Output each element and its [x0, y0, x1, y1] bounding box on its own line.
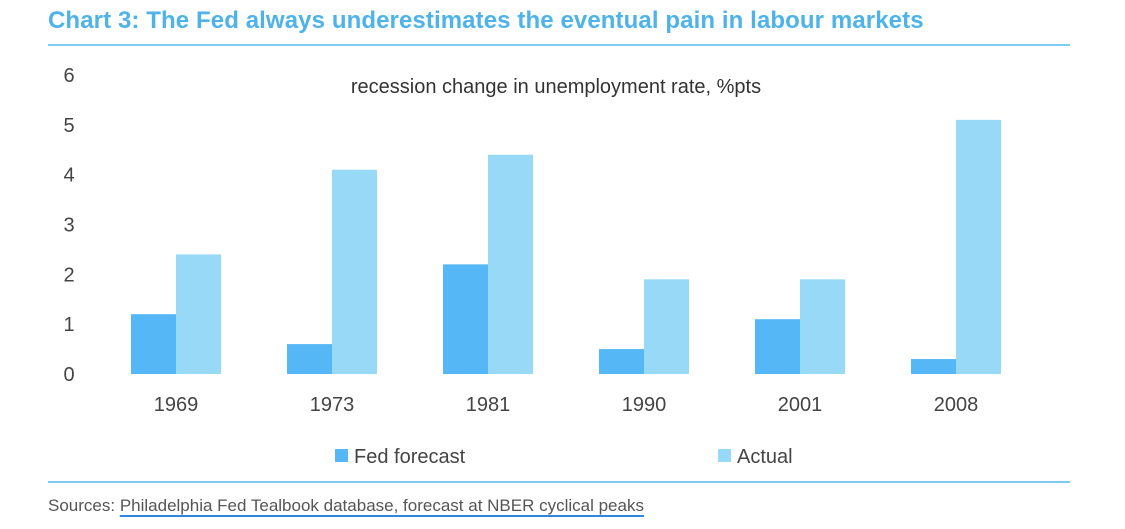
legend-label: Fed forecast [354, 446, 466, 468]
x-tick-label: 1990 [622, 394, 667, 416]
y-tick-label: 3 [63, 215, 74, 237]
y-tick-label: 2 [63, 264, 74, 286]
y-axis-tick-labels: 0 1 2 3 4 5 6 [63, 65, 74, 386]
bar-fed-forecast-1990 [599, 349, 644, 374]
bar-fed-forecast-2008 [911, 359, 956, 374]
bar-chart: recession change in unemployment rate, %… [63, 65, 1001, 468]
x-tick-label: 2001 [778, 394, 823, 416]
y-tick-label: 5 [63, 115, 74, 137]
legend-label: Actual [737, 446, 793, 468]
bar-actual-1969 [176, 254, 221, 374]
bars [131, 119, 1001, 374]
x-axis-tick-labels: 1969 1973 1981 1990 2001 2008 [154, 394, 979, 416]
chart-heading: Chart 3: The Fed always underestimates t… [48, 7, 924, 34]
bar-actual-2008 [956, 119, 1001, 374]
source-prefix: Sources: [48, 496, 120, 515]
legend-swatch-actual [718, 449, 731, 462]
legend-swatch-fed-forecast [335, 449, 348, 462]
legend: Fed forecast Actual [335, 446, 793, 468]
bar-fed-forecast-1981 [443, 264, 488, 374]
x-tick-label: 2008 [934, 394, 979, 416]
bar-actual-1973 [332, 169, 377, 374]
bar-fed-forecast-1969 [131, 314, 176, 374]
top-rule [48, 44, 1070, 46]
source-link[interactable]: Philadelphia Fed Tealbook database, fore… [119, 496, 644, 515]
y-tick-label: 6 [63, 65, 74, 87]
x-tick-label: 1981 [466, 394, 511, 416]
source-note: Sources: Philadelphia Fed Tealbook datab… [48, 496, 644, 516]
bottom-rule [48, 481, 1070, 483]
bar-fed-forecast-1973 [287, 344, 332, 374]
bar-fed-forecast-2001 [755, 319, 800, 374]
bar-actual-1981 [488, 154, 533, 374]
y-tick-label: 4 [63, 165, 74, 187]
bar-actual-2001 [800, 279, 845, 374]
x-tick-label: 1973 [310, 394, 355, 416]
chart-subtitle: recession change in unemployment rate, %… [351, 76, 761, 98]
y-tick-label: 0 [63, 364, 74, 386]
x-tick-label: 1969 [154, 394, 199, 416]
bar-actual-1990 [644, 279, 689, 374]
y-tick-label: 1 [63, 314, 74, 336]
